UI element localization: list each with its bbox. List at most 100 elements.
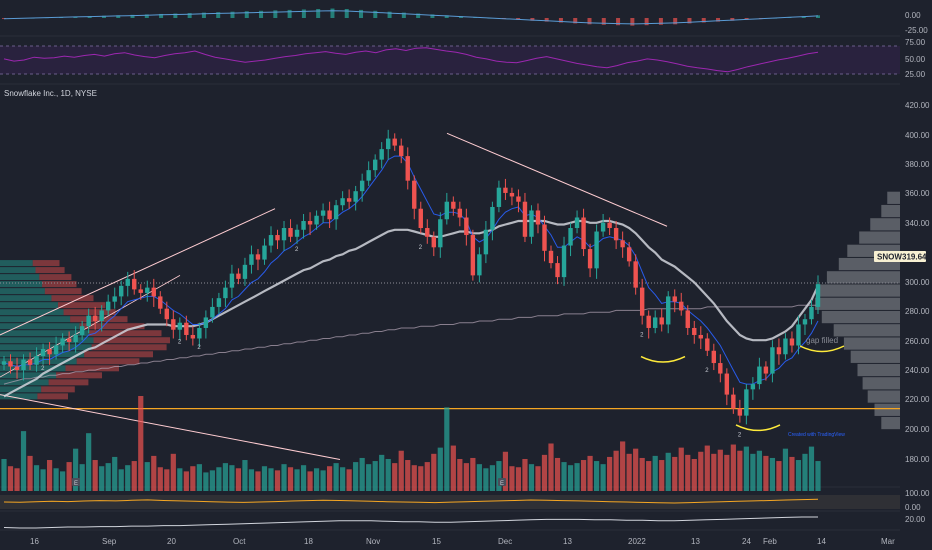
volume-bar <box>53 468 59 491</box>
price-tick: 200.00 <box>905 425 930 434</box>
macd-hist-bar <box>616 18 621 26</box>
right-shoulder-curve <box>799 345 845 353</box>
volume-bar <box>216 467 222 491</box>
volume-bar <box>515 467 522 491</box>
x-tick: 13 <box>691 537 700 546</box>
candle-body <box>21 359 26 371</box>
pivot-marker: 2 <box>640 333 644 339</box>
macd-hist-bar <box>287 9 292 18</box>
volume-bar <box>815 461 821 491</box>
candle-body <box>138 289 143 293</box>
macd-hist-bar <box>259 10 264 18</box>
candle-body <box>711 350 717 364</box>
volume-bar <box>105 463 111 491</box>
macd-line <box>3 10 819 25</box>
candle-body <box>281 228 287 241</box>
channel-upper-line <box>0 208 276 336</box>
rsi-band <box>0 46 900 74</box>
volume-profile-left-bar-down <box>35 267 65 274</box>
candle-body <box>242 264 248 279</box>
time-axis: 16 Sep 20 Oct 18 Nov 15 Dec 13 2022 13 2… <box>30 537 895 546</box>
candle-body <box>783 338 788 355</box>
candle-body <box>451 201 456 209</box>
macd-hist-bar <box>430 14 435 18</box>
candle-body <box>320 210 326 216</box>
candle-body <box>626 247 632 262</box>
candle-body <box>633 261 638 288</box>
candle-body <box>66 338 72 342</box>
candle-body <box>47 349 52 355</box>
macd-hist-bar <box>359 9 364 18</box>
macd-hist-bar <box>373 10 378 18</box>
volume-bar <box>7 466 14 491</box>
volume-bar <box>131 461 137 491</box>
volume-profile-left-bar-down <box>32 260 60 267</box>
volume-bar <box>261 466 268 491</box>
volume-bar <box>633 448 639 491</box>
ticker-price: 319.64 <box>902 253 927 262</box>
volume-bar <box>411 465 417 491</box>
candle-body <box>776 347 782 355</box>
x-tick: 14 <box>817 537 826 546</box>
candle-body <box>555 263 560 278</box>
macd-hist-bar <box>116 15 121 18</box>
volume-bar <box>248 469 255 491</box>
pivot-marker: 2 <box>419 245 423 251</box>
volume-bar <box>157 467 163 491</box>
earnings-label: E <box>500 481 504 487</box>
candle-body <box>483 229 489 255</box>
volume-profile-left-bar-down <box>70 316 128 323</box>
pivot-marker: 2 <box>705 368 709 374</box>
candle-body <box>757 366 762 385</box>
volume-profile-left-bar-up <box>0 372 57 379</box>
macd-hist-bar <box>230 11 235 18</box>
candle-body <box>353 191 358 202</box>
candle-body <box>53 345 59 355</box>
candle-body <box>236 273 241 279</box>
volume-bar <box>470 457 476 491</box>
volume-profile-left-bar-down <box>76 358 140 365</box>
volume-bar <box>229 465 235 491</box>
candle-body <box>405 156 410 181</box>
candle-body <box>594 231 599 269</box>
candle-body <box>763 366 769 374</box>
candle-body <box>359 180 365 192</box>
macd-hist-bar <box>587 18 592 25</box>
volume-bar <box>14 468 20 491</box>
candle-body <box>86 315 91 327</box>
volume-bar <box>313 468 320 491</box>
volume-profile-right-bar <box>862 377 900 390</box>
volume-bar <box>789 456 795 491</box>
candle-body <box>464 217 469 236</box>
volume-bar <box>327 466 333 491</box>
macd-hist-bar <box>201 12 206 18</box>
macd-hist-bar <box>330 8 335 18</box>
volume-bar <box>698 451 704 491</box>
candle-body <box>177 322 183 330</box>
candle-body <box>27 359 33 365</box>
price-tick: 360.00 <box>905 189 930 198</box>
candle-body <box>112 296 117 302</box>
pivot-marker: 2 <box>41 366 45 372</box>
candle-body <box>744 389 749 416</box>
x-tick: Dec <box>498 537 512 546</box>
volume-bar <box>398 450 404 491</box>
volume-bar <box>209 470 215 491</box>
volume-bar <box>580 460 587 491</box>
volume-bar <box>79 464 85 491</box>
candle-body <box>372 159 378 171</box>
volume-profile-right-bar <box>887 191 900 204</box>
candle-body <box>692 327 697 335</box>
candle-body <box>542 224 547 251</box>
volume-profile-left-bar-up <box>0 267 36 274</box>
volume-bar <box>437 447 443 491</box>
macd-hist-bar <box>658 18 663 25</box>
volume-profile-left-bar-up <box>0 330 89 337</box>
ma-long-line <box>3 219 819 398</box>
volume-bar <box>652 455 658 491</box>
volume-bar <box>170 453 176 491</box>
macd-hist-bar <box>573 18 578 24</box>
candle-body <box>509 192 515 197</box>
price-tick: 180.00 <box>905 455 930 464</box>
